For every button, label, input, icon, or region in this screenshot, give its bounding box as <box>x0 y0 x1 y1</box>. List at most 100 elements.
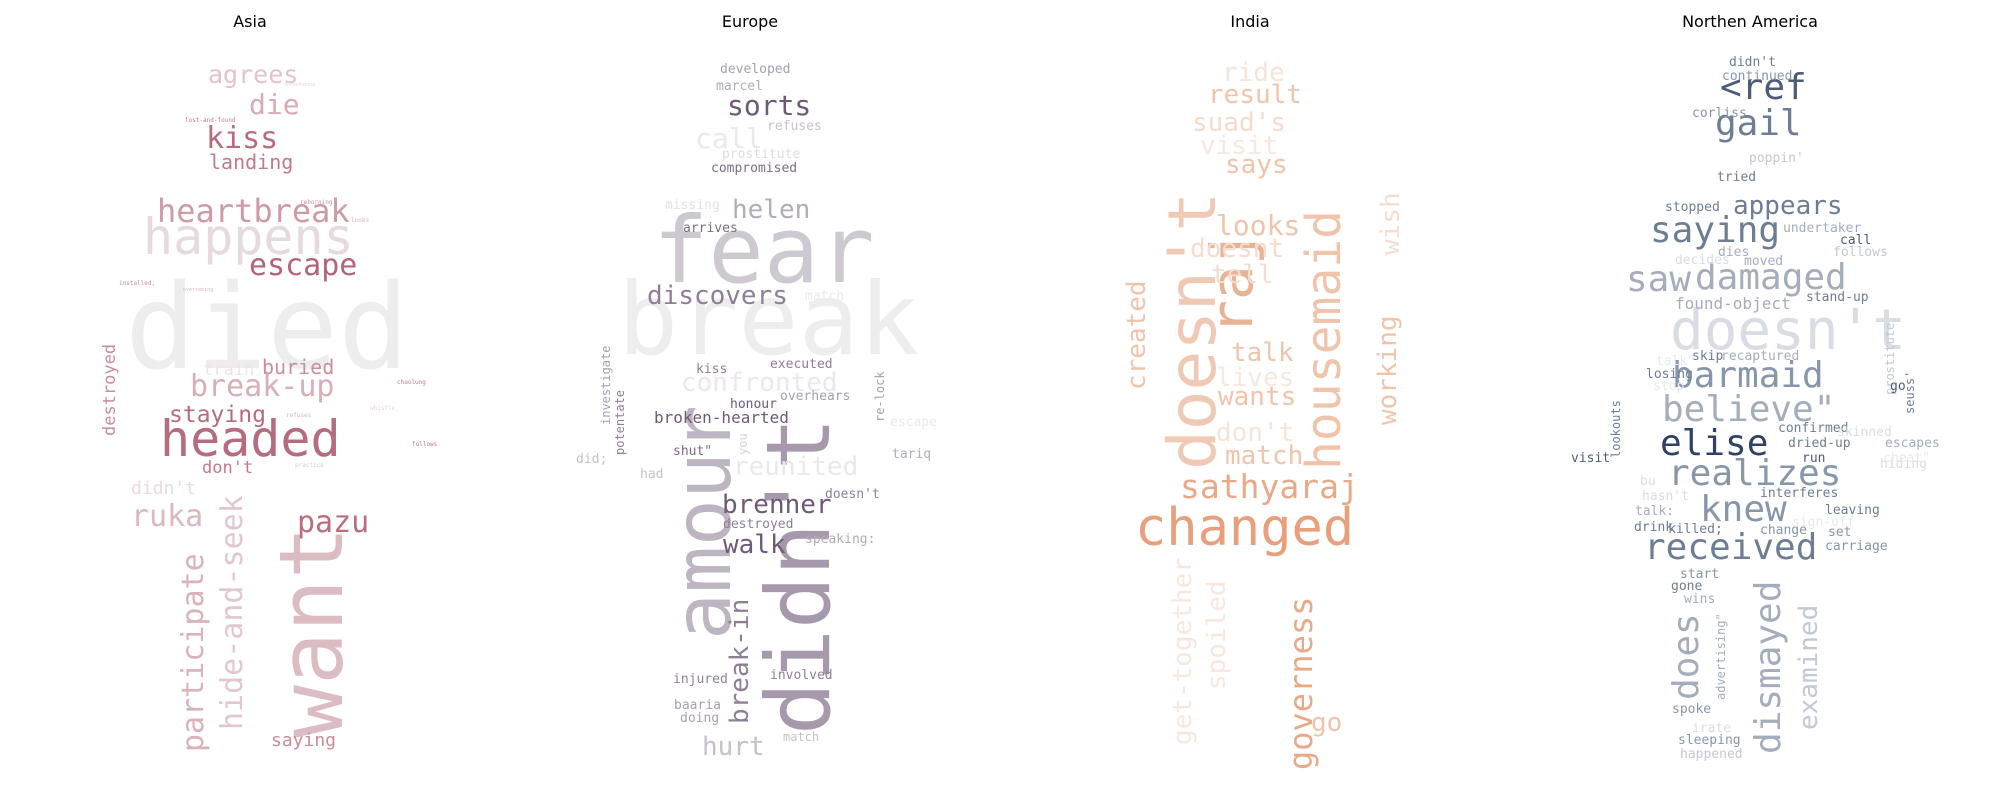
word: appears <box>1733 191 1843 221</box>
word: suad's <box>1192 108 1286 138</box>
wordcloud: doesn't raj housemaid changed sathyaraj … <box>1000 0 1500 800</box>
word: cheat" <box>1883 451 1930 466</box>
word: found-object <box>1675 294 1791 313</box>
word: chaolung <box>397 379 426 386</box>
word: talk <box>1231 338 1294 368</box>
word: tariq <box>892 447 932 462</box>
word: drink <box>1634 520 1674 535</box>
word: corliss <box>1692 106 1747 121</box>
word: recaptured <box>1721 349 1800 364</box>
word: doing <box>680 711 720 726</box>
word: sleeping <box>1678 733 1741 748</box>
word: leaving <box>1825 503 1880 518</box>
word: match <box>783 730 820 744</box>
panel-title: Northen America <box>1682 12 1818 31</box>
word: helen <box>732 195 811 225</box>
word: continued <box>1722 69 1793 84</box>
word: developed <box>720 62 791 77</box>
word: wants <box>1218 382 1297 412</box>
word: follows <box>412 441 438 448</box>
word: landing <box>209 150 294 174</box>
word: undertaker <box>1783 221 1862 236</box>
word: re-lock <box>873 371 887 422</box>
word: brenner <box>722 490 832 520</box>
wordcloud: died want headed happens heartbreak esca… <box>0 0 500 800</box>
word: destroyed <box>723 517 794 532</box>
word: break <box>618 261 920 378</box>
word: carriage <box>1825 539 1888 554</box>
word: shut" <box>673 444 713 459</box>
word: realizes <box>1668 453 1842 494</box>
word: happened <box>1680 747 1743 762</box>
word: had <box>640 467 664 482</box>
word: examined <box>1794 604 1824 730</box>
word: talk" <box>1656 354 1696 369</box>
word: executed <box>770 357 833 372</box>
word: missing <box>665 198 720 213</box>
word: stopped <box>1665 200 1720 215</box>
word: involved <box>770 668 833 683</box>
word: escape <box>249 248 358 283</box>
word: match <box>805 289 845 304</box>
word: walk <box>723 530 786 560</box>
word: interferes <box>1760 486 1839 501</box>
word: Bloodhound <box>285 82 316 88</box>
word: spoiled <box>1202 580 1232 690</box>
word: break-up <box>190 369 335 404</box>
word: pazu <box>297 505 370 540</box>
word: losing <box>1646 367 1693 382</box>
word: visit <box>1571 451 1611 466</box>
wordcloud: break fear amour didn't discovers helen … <box>500 0 1000 800</box>
word: elise <box>1660 423 1769 464</box>
word: fear <box>653 197 875 304</box>
word: participate <box>176 553 211 752</box>
word: kiss <box>696 362 728 377</box>
word: don't <box>202 458 254 478</box>
wordcloud: doesn't saying damaged saw barmaid belie… <box>1500 0 2000 800</box>
word: discovers <box>647 281 788 311</box>
word: died <box>125 258 410 396</box>
word: dies <box>1718 245 1750 260</box>
word: die <box>249 88 300 121</box>
word: gone <box>1671 579 1703 594</box>
panel-title: India <box>1230 12 1270 31</box>
word: overseeing <box>183 287 214 293</box>
word: skip <box>1692 349 1724 364</box>
word: believe" <box>1662 389 1836 430</box>
word: didn't <box>131 478 197 499</box>
word: honour <box>730 397 777 412</box>
word: refuses <box>767 119 822 134</box>
word: tried <box>1717 170 1757 185</box>
word: reunited <box>733 452 859 482</box>
word: run <box>1802 451 1826 466</box>
word: lost-and-found <box>185 117 236 124</box>
panel-title: Europe <box>721 12 779 31</box>
word: gail <box>1715 103 1802 144</box>
word: potentate <box>613 389 627 455</box>
word: lives <box>1216 363 1295 393</box>
word: confronted <box>681 368 838 398</box>
word: <ref <box>1720 67 1807 108</box>
word: sathyaraj <box>1180 467 1359 506</box>
word: baaria <box>674 698 721 713</box>
word: heartbreak <box>157 192 350 230</box>
word: working <box>1373 315 1403 425</box>
word: prostitute <box>722 147 801 162</box>
word: dried-up <box>1788 436 1851 451</box>
word: doesn't <box>1670 298 1907 363</box>
word: created <box>1122 280 1152 390</box>
word: don't <box>1216 418 1295 448</box>
word: escapes <box>1885 436 1940 451</box>
word: did; <box>576 452 608 467</box>
word: buried <box>262 355 335 379</box>
word: moved <box>1744 254 1784 269</box>
word: looks <box>1216 209 1301 242</box>
word: sorts <box>727 89 812 122</box>
word: didn't <box>1729 55 1776 70</box>
wordcloud-panel-india: India doesn't raj housemaid changed sath… <box>1000 0 1500 800</box>
word: follows <box>1833 245 1888 260</box>
word: escape <box>890 415 937 430</box>
word: wish <box>1376 192 1406 255</box>
word: destroyed <box>100 343 120 436</box>
word: saying <box>1650 210 1781 251</box>
